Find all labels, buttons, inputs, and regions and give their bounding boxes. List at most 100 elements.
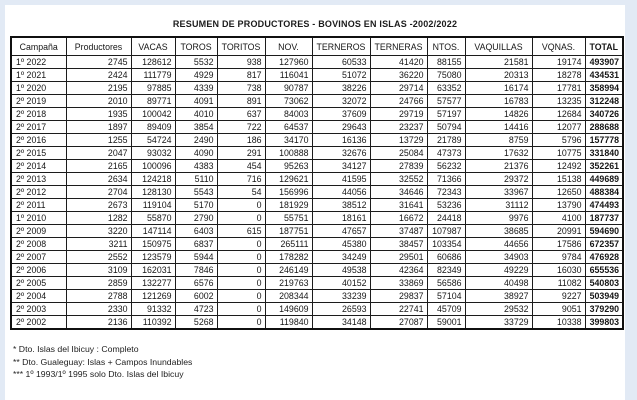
table-cell: 16783	[464, 94, 533, 108]
table-cell: 21376	[464, 159, 533, 173]
table-cell: 14826	[464, 107, 533, 121]
table-cell: 891	[216, 94, 266, 108]
table-cell: 34903	[464, 250, 533, 264]
table-cell: 2552	[65, 250, 132, 264]
table-cell: 25084	[369, 146, 428, 160]
table-cell: 37609	[311, 107, 371, 121]
table-cell: 38457	[369, 237, 428, 251]
table-cell: 71366	[426, 172, 466, 186]
table-cell: 90787	[264, 81, 313, 95]
table-cell: 6403	[174, 224, 218, 238]
table-cell: 594690	[584, 224, 624, 238]
table-cell: 32072	[311, 94, 371, 108]
footnote: ** Dto. Gualeguay: Islas + Campos Inunda…	[13, 356, 193, 367]
table-cell: 54724	[130, 133, 176, 147]
table-cell: 38685	[464, 224, 533, 238]
table-cell: 7846	[174, 263, 218, 277]
table-cell: 186	[216, 133, 266, 147]
table-cell: 4090	[174, 146, 218, 160]
table-cell: 4929	[174, 68, 218, 82]
table-cell: 10338	[531, 315, 586, 330]
table-cell: 29372	[464, 172, 533, 186]
table-cell: 47373	[426, 146, 466, 160]
table-cell: 110392	[130, 315, 176, 330]
column-header-ntos: NTOS.	[426, 36, 466, 56]
table-cell: 27839	[369, 159, 428, 173]
table-cell: 4339	[174, 81, 218, 95]
table-row: 2º 2008 3211 150975 6837 0 265111 45380 38457 10…	[10, 237, 624, 251]
table-cell: 178282	[264, 250, 313, 264]
table-cell: 26593	[311, 302, 371, 316]
table-cell: 434531	[584, 68, 624, 82]
table-cell: 34170	[264, 133, 313, 147]
table-cell: 17781	[531, 81, 586, 95]
table-cell: 655536	[584, 263, 624, 277]
table-cell: 157778	[584, 133, 624, 147]
table-cell: 88155	[426, 55, 466, 69]
table-cell: 54	[216, 185, 266, 199]
table-cell: 51072	[311, 68, 371, 82]
table-cell: 358994	[584, 81, 624, 95]
table-cell: 93032	[130, 146, 176, 160]
table-cell: 5543	[174, 185, 218, 199]
table-cell: 2330	[65, 302, 132, 316]
table-cell: 45709	[426, 302, 466, 316]
table-cell: 128130	[130, 185, 176, 199]
table-cell: 89409	[130, 120, 176, 134]
table-cell: 38226	[311, 81, 371, 95]
column-header-total: TOTAL	[584, 36, 624, 56]
table-cell: 40498	[464, 276, 533, 290]
table-cell: 5796	[531, 133, 586, 147]
table-cell: 64537	[264, 120, 313, 134]
table-cell: 97885	[130, 81, 176, 95]
table-cell: 17586	[531, 237, 586, 251]
table-cell: 540803	[584, 276, 624, 290]
table-cell: 34646	[369, 185, 428, 199]
table-cell: 33967	[464, 185, 533, 199]
table-cell: 0	[216, 276, 266, 290]
table-cell: 24766	[369, 94, 428, 108]
table-cell: 45380	[311, 237, 371, 251]
table-cell: 13235	[531, 94, 586, 108]
table-cell: 44656	[464, 237, 533, 251]
table-cell: 288688	[584, 120, 624, 134]
table-cell: 23237	[369, 120, 428, 134]
table-cell: 6576	[174, 276, 218, 290]
row-label-cell: 2º 2017	[10, 120, 67, 134]
table-cell: 29837	[369, 289, 428, 303]
table-cell: 5532	[174, 55, 218, 69]
table-cell: 10775	[531, 146, 586, 160]
row-label-cell: 1º 2020	[10, 81, 67, 95]
table-cell: 3211	[65, 237, 132, 251]
table-cell: 352261	[584, 159, 624, 173]
table-row: 2º 2016 1255 54724 2490 186 34170 16136 13729 21…	[10, 133, 624, 147]
table-cell: 4723	[174, 302, 218, 316]
table-cell: 22741	[369, 302, 428, 316]
table-cell: 13729	[369, 133, 428, 147]
footnote: * Dto. Islas del Ibicuy : Completo	[13, 344, 139, 354]
table-cell: 0	[216, 315, 266, 330]
row-label-cell: 1º 2022	[10, 55, 67, 69]
table-cell: 29643	[311, 120, 371, 134]
table-cell: 1255	[65, 133, 132, 147]
row-label-cell: 2º 2019	[10, 94, 67, 108]
table-cell: 2165	[65, 159, 132, 173]
row-label-cell: 2º 2006	[10, 263, 67, 277]
row-label-cell: 2º 2011	[10, 198, 67, 212]
table-cell: 474493	[584, 198, 624, 212]
row-label-cell: 2º 2002	[10, 315, 67, 330]
table-cell: 3220	[65, 224, 132, 238]
row-label-cell: 2º 2018	[10, 107, 67, 121]
table-cell: 817	[216, 68, 266, 82]
row-label-cell: 2º 2003	[10, 302, 67, 316]
table-cell: 3109	[65, 263, 132, 277]
table-cell: 0	[216, 302, 266, 316]
table-cell: 476928	[584, 250, 624, 264]
table-row: 2º 2014 2165 100096 4383 454 95263 34127 27839 5…	[10, 159, 624, 173]
table-cell: 4091	[174, 94, 218, 108]
table-cell: 59001	[426, 315, 466, 330]
table-cell: 12492	[531, 159, 586, 173]
table-cell: 41595	[311, 172, 371, 186]
table-cell: 124218	[130, 172, 176, 186]
table-cell: 503949	[584, 289, 624, 303]
